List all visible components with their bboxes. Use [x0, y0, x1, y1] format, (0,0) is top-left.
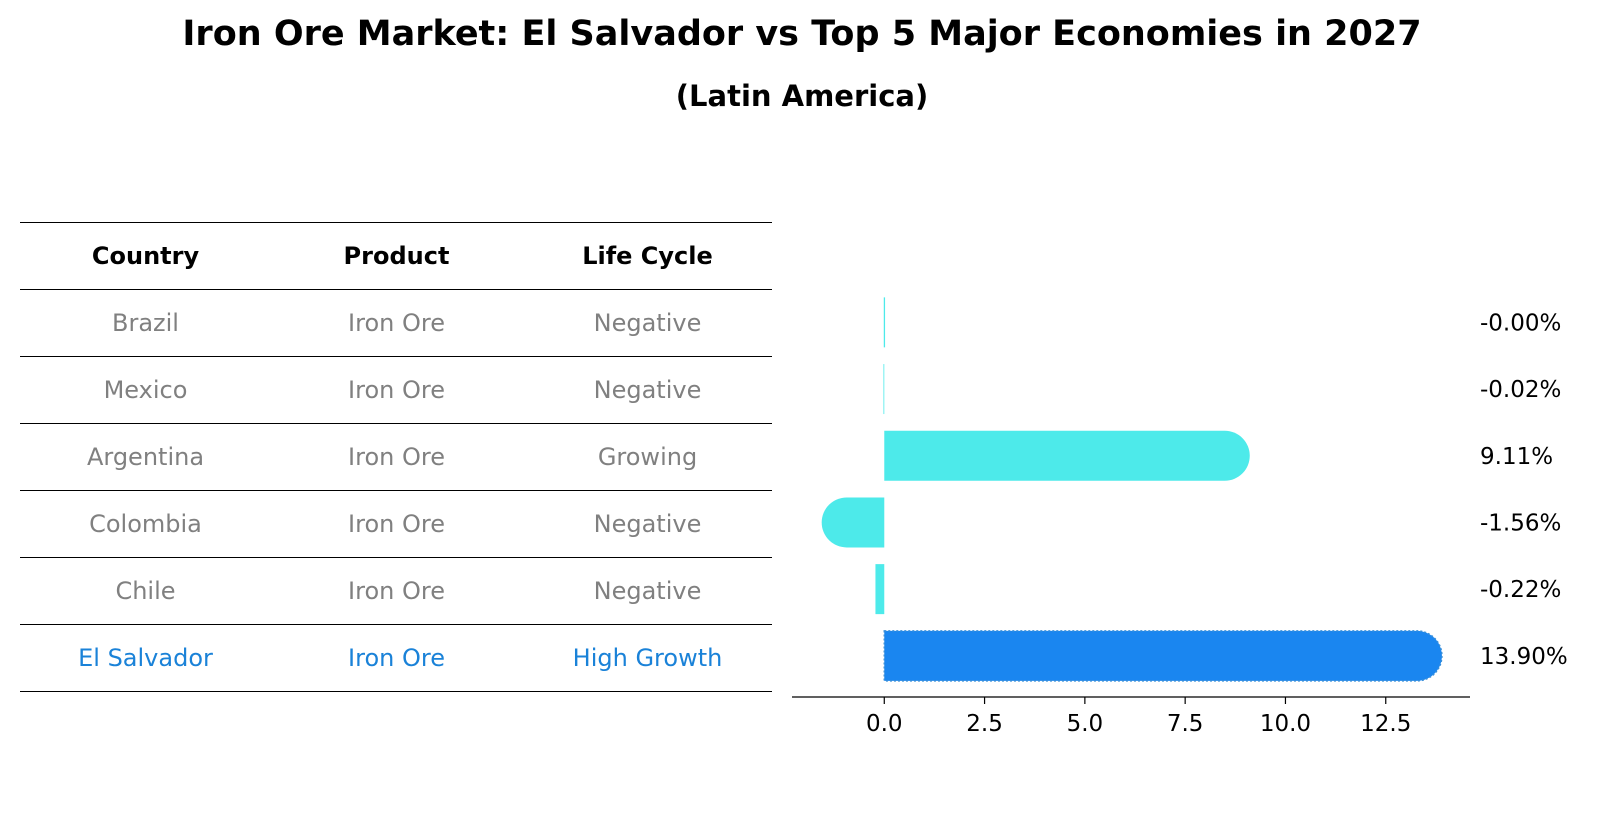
bar-value-label: -0.02%	[1480, 377, 1561, 403]
cell-life-cycle: Negative	[593, 577, 702, 605]
data-table: Country Product Life Cycle Brazil Iron O…	[20, 222, 772, 692]
bar	[883, 297, 886, 348]
bar-value-label: -0.00%	[1480, 310, 1561, 336]
bar	[875, 564, 885, 615]
table-row: Colombia Iron Ore Negative	[20, 490, 772, 557]
cell-country: Argentina	[86, 443, 205, 471]
x-tick-label: 0.0	[866, 711, 903, 737]
cell-product: Iron Ore	[348, 309, 445, 337]
cell-life-cycle: High Growth	[572, 644, 723, 672]
bar	[821, 497, 885, 548]
cell-product: Iron Ore	[348, 577, 445, 605]
table-row: Chile Iron Ore Negative	[20, 557, 772, 624]
header-product: Product	[343, 242, 450, 270]
cell-life-cycle: Negative	[593, 309, 702, 337]
cell-country: Mexico	[103, 376, 188, 404]
table-row-highlighted: El Salvador Iron Ore High Growth	[20, 624, 772, 692]
bar-value-label: -1.56%	[1480, 510, 1561, 536]
bar-highlighted	[883, 630, 1443, 682]
header-life-cycle: Life Cycle	[582, 242, 713, 270]
cell-country: Chile	[115, 577, 176, 605]
cell-country: Colombia	[89, 510, 202, 538]
x-tick-label: 12.5	[1360, 711, 1411, 737]
x-tick-label: 5.0	[1067, 711, 1104, 737]
table-row: Argentina Iron Ore Growing	[20, 423, 772, 490]
table-header-row: Country Product Life Cycle	[20, 222, 772, 289]
bar-value-label: 13.90%	[1480, 644, 1568, 670]
cell-life-cycle: Negative	[593, 376, 702, 404]
chart-title: Iron Ore Market: El Salvador vs Top 5 Ma…	[182, 14, 1422, 54]
cell-country: El Salvador	[78, 644, 213, 672]
table-row: Brazil Iron Ore Negative	[20, 289, 772, 356]
table-row: Mexico Iron Ore Negative	[20, 356, 772, 423]
cell-product: Iron Ore	[348, 443, 445, 471]
bar	[883, 364, 885, 415]
cell-product: Iron Ore	[348, 510, 445, 538]
x-tick-label: 10.0	[1260, 711, 1311, 737]
bar-value-label: 9.11%	[1480, 444, 1553, 470]
cell-country: Brazil	[112, 309, 179, 337]
header-country: Country	[91, 242, 200, 270]
x-tick-label: 7.5	[1167, 711, 1204, 737]
cell-life-cycle: Negative	[593, 510, 702, 538]
x-tick-label: 2.5	[966, 711, 1003, 737]
bar-value-label: -0.22%	[1480, 577, 1561, 603]
bar	[884, 430, 1250, 481]
chart-subtitle: (Latin America)	[675, 79, 929, 113]
cell-product: Iron Ore	[348, 644, 445, 672]
cell-product: Iron Ore	[348, 376, 445, 404]
cell-life-cycle: Growing	[597, 443, 698, 471]
